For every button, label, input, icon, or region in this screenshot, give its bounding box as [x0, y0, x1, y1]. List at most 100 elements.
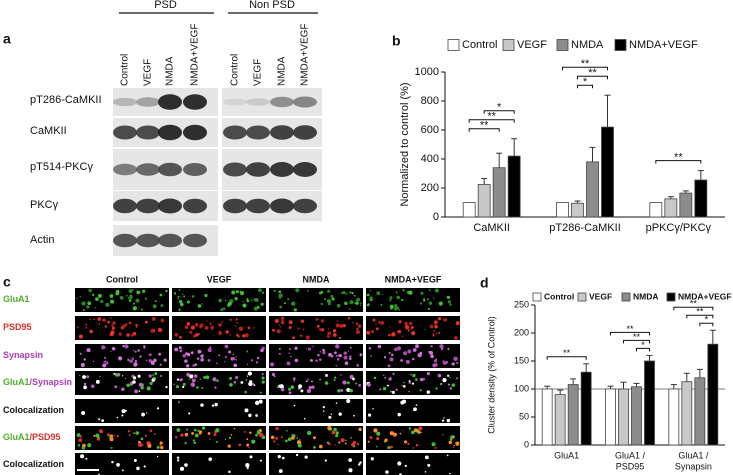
puncta — [453, 336, 458, 340]
puncta — [270, 435, 275, 440]
puncta — [232, 357, 236, 361]
puncta — [430, 345, 433, 348]
puncta — [201, 386, 204, 389]
puncta — [381, 293, 384, 296]
puncta — [93, 434, 96, 437]
puncta — [283, 302, 286, 305]
puncta — [128, 321, 132, 325]
puncta — [449, 303, 452, 306]
puncta — [372, 318, 376, 322]
puncta — [186, 300, 190, 304]
puncta — [326, 335, 330, 338]
panel-label: d — [480, 275, 489, 291]
puncta — [224, 361, 226, 363]
puncta — [300, 319, 305, 323]
puncta — [438, 331, 441, 334]
puncta — [284, 439, 288, 443]
puncta — [278, 293, 283, 298]
puncta — [359, 353, 363, 357]
row-label: pT514-PKCγ — [30, 161, 93, 173]
puncta — [251, 382, 255, 386]
puncta — [243, 430, 246, 433]
puncta — [194, 363, 198, 366]
puncta — [221, 321, 224, 324]
puncta — [154, 300, 157, 303]
puncta — [343, 355, 348, 360]
blot-band — [136, 233, 160, 248]
bar — [664, 198, 678, 218]
label-part: GluA1 — [3, 294, 30, 304]
puncta — [306, 289, 309, 292]
puncta — [87, 301, 92, 306]
legend-label: VEGF — [517, 39, 547, 51]
puncta — [150, 360, 154, 364]
puncta — [253, 306, 258, 311]
puncta — [109, 437, 114, 442]
puncta — [412, 348, 417, 352]
legend-label: NMDA — [633, 291, 659, 301]
puncta — [415, 378, 418, 381]
puncta — [396, 346, 402, 351]
puncta — [132, 306, 137, 311]
puncta — [376, 431, 381, 436]
puncta — [132, 359, 134, 361]
puncta — [246, 466, 249, 470]
puncta — [246, 438, 249, 441]
puncta — [433, 297, 435, 299]
puncta — [392, 333, 395, 336]
puncta — [225, 330, 229, 334]
bar — [601, 126, 614, 218]
puncta — [335, 344, 340, 349]
puncta — [331, 297, 335, 301]
puncta — [375, 327, 379, 331]
puncta — [327, 302, 331, 306]
puncta — [239, 290, 242, 293]
puncta — [320, 290, 324, 294]
puncta — [247, 326, 251, 330]
puncta — [447, 383, 451, 386]
puncta — [124, 344, 129, 349]
x-tick-label: GluA1 — [554, 450, 579, 460]
puncta — [135, 326, 138, 329]
puncta — [191, 378, 196, 383]
puncta — [197, 429, 200, 432]
puncta — [430, 354, 434, 359]
puncta — [358, 384, 361, 387]
puncta — [330, 294, 334, 298]
puncta — [101, 419, 104, 422]
blot-band — [270, 198, 294, 214]
puncta — [335, 434, 339, 438]
puncta — [148, 374, 152, 378]
puncta — [288, 326, 292, 330]
puncta — [249, 455, 253, 459]
puncta — [319, 378, 322, 381]
puncta — [298, 384, 303, 389]
puncta — [246, 297, 249, 300]
puncta — [419, 302, 423, 305]
puncta — [125, 323, 128, 325]
puncta — [388, 333, 391, 337]
puncta — [404, 321, 408, 326]
puncta — [194, 433, 199, 438]
puncta — [160, 304, 164, 307]
puncta — [111, 324, 114, 327]
puncta — [139, 355, 142, 358]
puncta — [304, 455, 308, 459]
puncta — [148, 353, 152, 357]
puncta — [429, 350, 434, 355]
puncta — [114, 373, 119, 377]
blot-band — [158, 233, 182, 248]
significance-label: ** — [581, 58, 590, 70]
puncta — [213, 321, 215, 323]
puncta — [250, 299, 253, 301]
puncta — [349, 388, 353, 393]
column-header: Control — [106, 274, 138, 284]
puncta — [79, 374, 81, 377]
puncta — [317, 353, 320, 357]
lane-label: Control — [230, 54, 241, 86]
lane-label: NMDA — [277, 56, 288, 86]
puncta — [135, 431, 140, 435]
puncta — [380, 303, 383, 306]
puncta — [427, 463, 431, 467]
